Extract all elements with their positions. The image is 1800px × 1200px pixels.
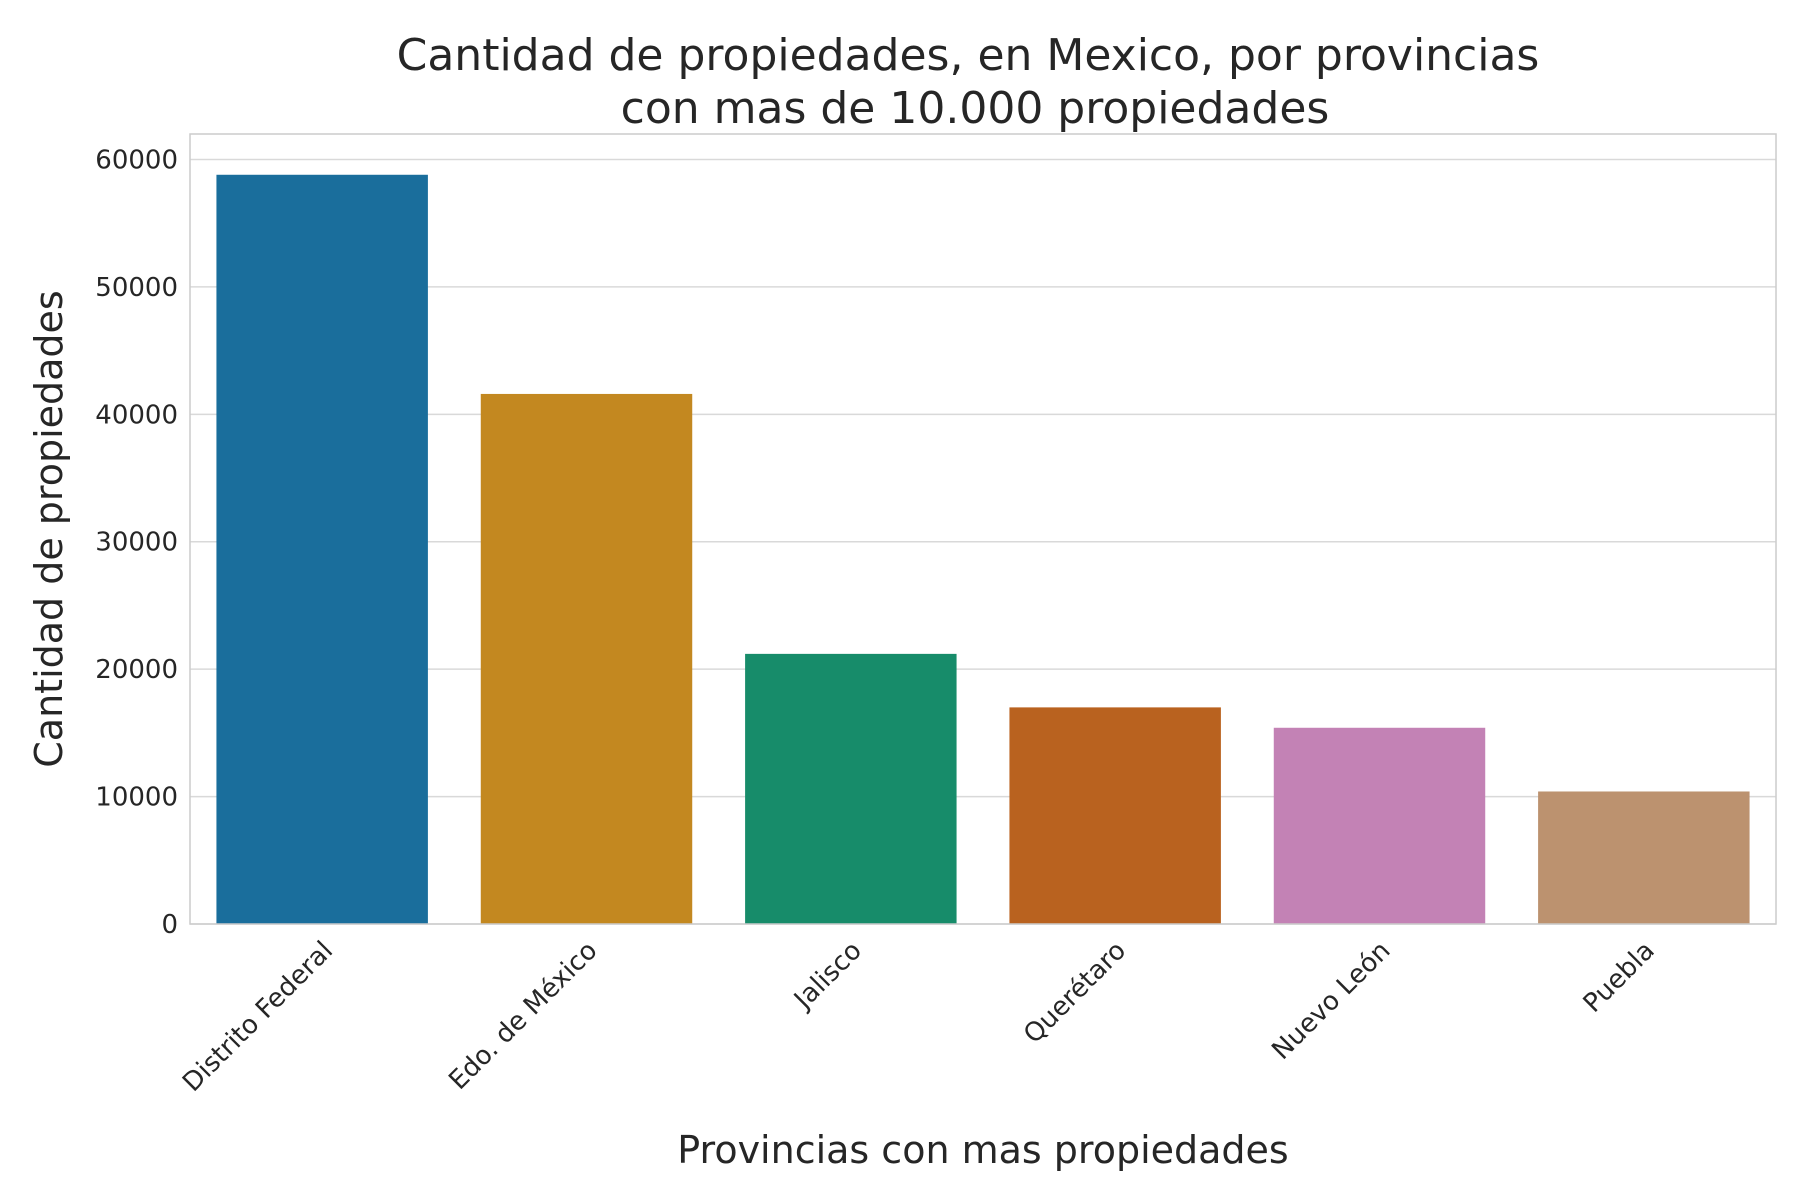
y-tick-label: 20000 — [95, 655, 178, 685]
bars — [216, 174, 1750, 925]
x-tick-label: Edo. de México — [443, 936, 603, 1096]
x-tick-label: Distrito Federal — [177, 936, 339, 1098]
y-tick-label: 40000 — [95, 400, 178, 430]
bar — [1538, 791, 1750, 924]
y-tick-label: 10000 — [95, 783, 178, 813]
y-axis-label: Cantidad de propiedades — [27, 290, 71, 767]
x-tick-label: Nuevo León — [1266, 936, 1396, 1066]
bar — [745, 653, 957, 924]
bar — [480, 393, 693, 924]
gridlines — [190, 158, 1776, 925]
plot-frame — [189, 133, 1777, 925]
x-tick-label: Jalisco — [787, 936, 867, 1016]
x-tick-label: Querétaro — [1018, 936, 1132, 1050]
bar — [1273, 727, 1486, 924]
chart-title: Cantidad de propiedades, en Mexico, por … — [397, 30, 1554, 134]
bar — [216, 174, 428, 925]
chart-title-line-2: con mas de 10.000 propiedades — [621, 83, 1330, 134]
y-tick-labels: 0 10000 20000 30000 40000 50000 60000 — [95, 145, 178, 940]
x-tick-label: Puebla — [1578, 936, 1661, 1019]
chart-title-line-1: Cantidad de propiedades, en Mexico, por … — [397, 30, 1540, 81]
bar — [1009, 707, 1221, 924]
y-tick-label: 30000 — [95, 528, 178, 558]
x-axis-label: Provincias con mas propiedades — [677, 1128, 1288, 1172]
y-tick-label: 50000 — [95, 273, 178, 303]
y-tick-label: 0 — [161, 910, 178, 940]
x-tick-labels: Distrito Federal Edo. de México Jalisco Que… — [177, 936, 1661, 1098]
y-tick-label: 60000 — [95, 145, 178, 175]
